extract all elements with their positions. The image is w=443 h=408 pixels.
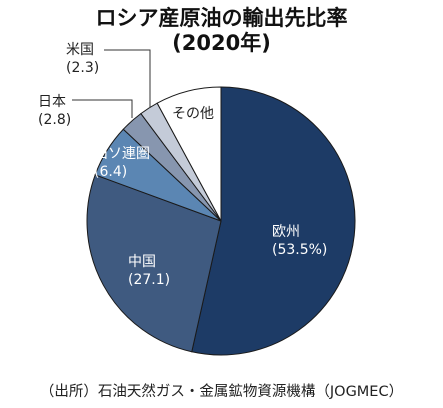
leader-line-3 (72, 99, 133, 118)
slice-category-label: 旧ソ連圏 (94, 146, 150, 162)
slice-value-label: (2.3) (66, 60, 99, 76)
slice-label-5: その他 (172, 106, 214, 122)
slice-category-label: その他 (172, 106, 214, 122)
slice-label-1: 中国 (27.1) (128, 254, 170, 288)
slice-label-2: 旧ソ連圏 (6.4) (94, 146, 150, 180)
pie-slice-5 (156, 86, 222, 222)
slice-label-3: 日本 (2.8) (38, 94, 71, 128)
slice-label-0: 欧州 (53.5%) (272, 224, 327, 258)
slice-value-label: (27.1) (128, 272, 170, 288)
slice-category-label: 欧州 (272, 224, 300, 240)
slice-category-label: 日本 (38, 94, 66, 110)
pie-slice-0 (191, 86, 356, 356)
slice-value-label: (53.5%) (272, 242, 327, 258)
source-note: （出所）石油天然ガス・金属鉱物資源機構（JOGMEC） (39, 384, 404, 400)
slice-value-label: (2.8) (38, 112, 71, 128)
leader-line-4 (104, 49, 151, 108)
chart-subtitle-year: (2020年) (172, 31, 271, 55)
slice-value-label: (6.4) (94, 164, 127, 180)
slice-category-label: 米国 (66, 42, 94, 58)
pie-slice-1 (86, 174, 222, 353)
chart-title: ロシア産原油の輸出先比率 (95, 6, 348, 30)
slice-label-4: 米国 (2.3) (66, 42, 99, 76)
slice-category-label: 中国 (128, 254, 156, 270)
